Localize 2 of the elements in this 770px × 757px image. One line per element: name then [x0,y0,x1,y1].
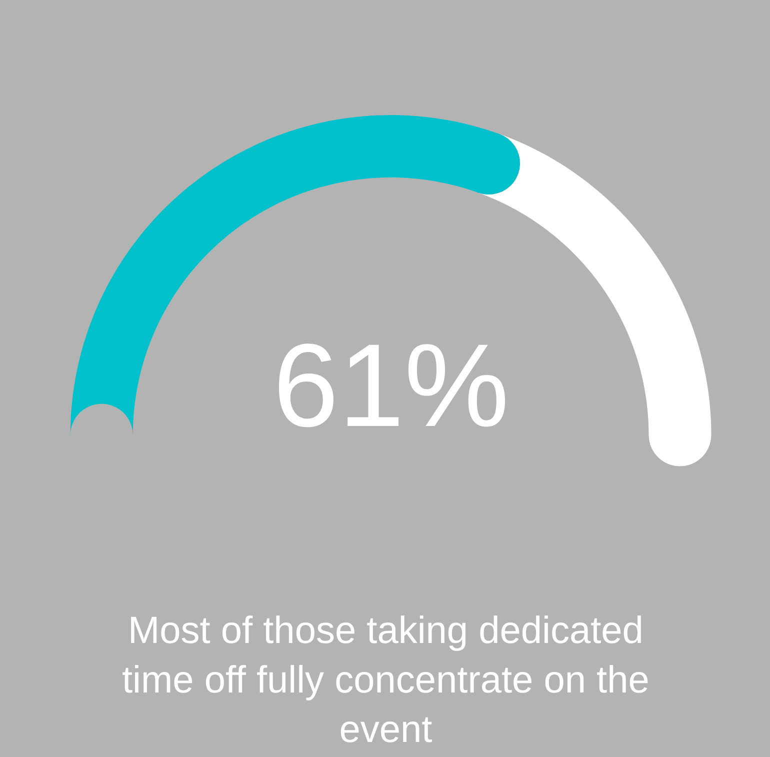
data-label: 61% [273,320,510,452]
text: Most of those taking dedicated time off fully concentrate on the event [122,610,650,751]
